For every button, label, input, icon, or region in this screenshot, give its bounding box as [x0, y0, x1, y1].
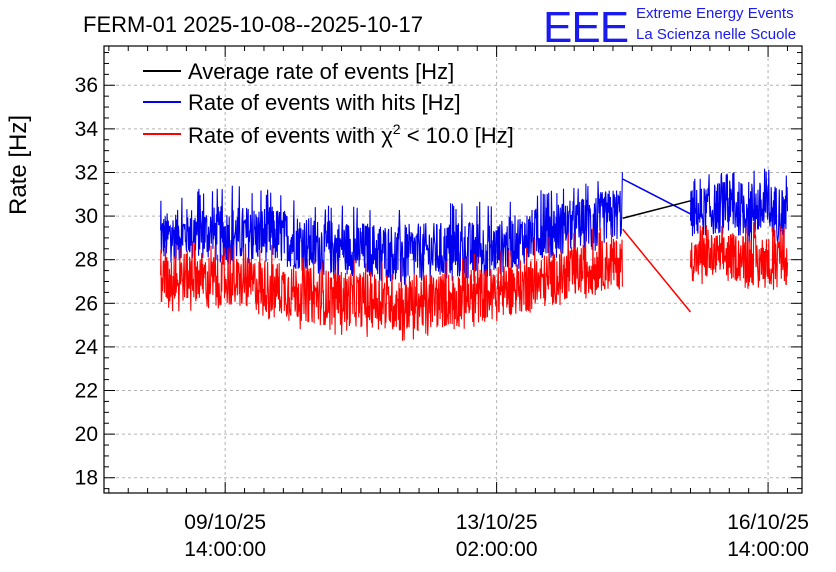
- eee-logo: EEE Extreme Energy Events La Scienza nel…: [543, 3, 796, 52]
- y-tick-label: 30: [75, 205, 98, 228]
- y-tick-label: 18: [75, 467, 98, 490]
- series-trace-hits: [160, 172, 623, 285]
- legend-label-hits: Rate of events with hits [Hz]: [188, 90, 461, 115]
- legend-entry-chi2: Rate of events with χ2 < 10.0 [Hz]: [143, 121, 514, 148]
- legend-chi2-symbol: χ: [381, 123, 393, 148]
- x-tick-label-time: 14:00:00: [184, 538, 266, 561]
- legend-entry-average: Average rate of events [Hz]: [143, 59, 454, 84]
- gap-connector-average: [622, 200, 691, 219]
- series-layer: [160, 168, 789, 341]
- y-tick-label: 32: [75, 161, 98, 184]
- x-tick-label-date: 13/10/25: [456, 511, 538, 534]
- series-trace-chi2: [689, 221, 789, 290]
- series-trace-hits: [689, 168, 789, 246]
- series-trace-chi2: [160, 227, 623, 341]
- y-tick-label: 24: [75, 336, 99, 359]
- legend-chi2-suffix: < 10.0 [Hz]: [401, 123, 514, 148]
- x-tick-label-date: 09/10/25: [184, 511, 266, 534]
- gap-connector-chi2: [622, 228, 692, 313]
- legend-label-average: Average rate of events [Hz]: [188, 59, 454, 84]
- x-tick-label-time: 02:00:00: [456, 538, 538, 561]
- y-tick-label: 20: [75, 423, 98, 446]
- legend-chi2-prefix: Rate of events with: [188, 123, 381, 148]
- gap-connector-hits: [622, 178, 691, 215]
- logo-line-1: Extreme Energy Events: [636, 5, 794, 22]
- axes: 18 20 22 24 26 28 30 32 34 36 09/10/25 14:00:00 13/1…: [75, 45, 809, 561]
- y-tick-label: 26: [75, 292, 98, 315]
- y-axis-label: Rate [Hz]: [5, 115, 32, 215]
- x-tick-label-time: 14:00:00: [727, 538, 809, 561]
- y-tick-label: 36: [75, 74, 98, 97]
- legend-label-chi2: Rate of events with χ2 < 10.0 [Hz]: [188, 121, 514, 148]
- chart-title: FERM-01 2025-10-08--2025-10-17: [83, 12, 423, 37]
- x-tick-label-date: 16/10/25: [727, 511, 809, 534]
- logo-line-2: La Scienza nelle Scuole: [636, 26, 796, 43]
- legend-entry-hits: Rate of events with hits [Hz]: [143, 90, 461, 115]
- plot-frame: [103, 45, 803, 494]
- legend-chi2-superscript: 2: [393, 121, 401, 137]
- y-tick-label: 28: [75, 249, 98, 272]
- y-tick-label: 22: [75, 380, 98, 403]
- y-tick-label: 34: [75, 118, 99, 141]
- legend: Average rate of events [Hz] Rate of even…: [143, 59, 514, 148]
- logo-mark: EEE: [543, 3, 628, 52]
